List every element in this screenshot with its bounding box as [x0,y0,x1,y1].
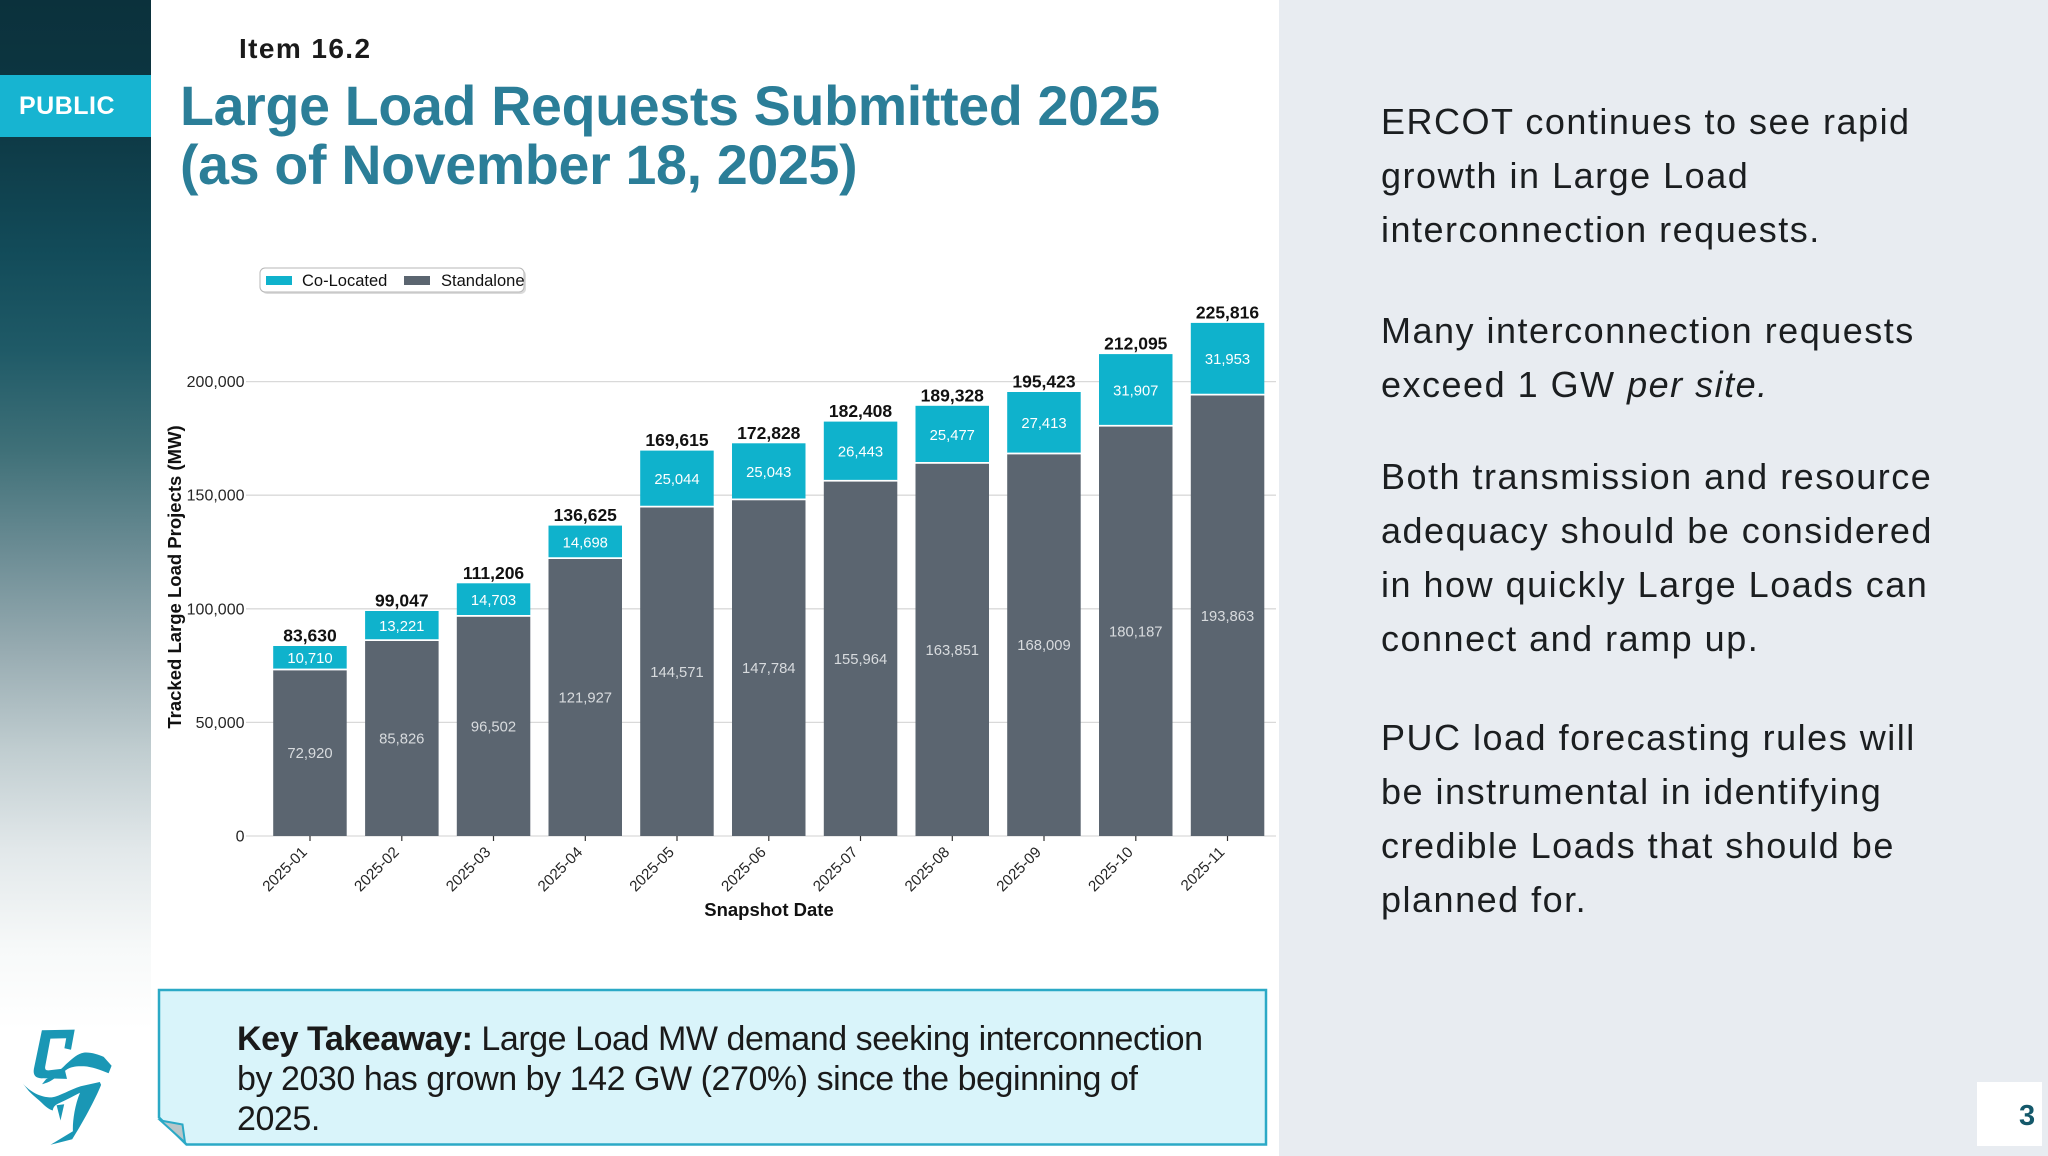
svg-text:14,703: 14,703 [471,593,516,609]
svg-text:189,328: 189,328 [921,385,985,405]
svg-text:2025-08: 2025-08 [902,844,953,895]
svg-text:14,698: 14,698 [563,535,608,551]
svg-text:2025-04: 2025-04 [535,844,586,895]
svg-text:163,851: 163,851 [926,643,980,659]
svg-text:72,920: 72,920 [287,746,332,762]
svg-text:Standalone: Standalone [441,272,525,290]
svg-text:150,000: 150,000 [187,488,245,505]
svg-text:172,828: 172,828 [737,423,801,443]
svg-text:2025-01: 2025-01 [259,844,310,895]
svg-text:169,615: 169,615 [645,430,709,450]
svg-text:147,784: 147,784 [742,661,796,677]
svg-text:2025-06: 2025-06 [718,844,769,895]
svg-text:2025-05: 2025-05 [626,844,677,895]
svg-text:27,413: 27,413 [1021,416,1066,432]
svg-text:212,095: 212,095 [1104,334,1168,354]
svg-text:100,000: 100,000 [187,601,245,618]
svg-text:2025-02: 2025-02 [351,844,402,895]
svg-text:31,907: 31,907 [1113,383,1158,399]
svg-text:111,206: 111,206 [463,563,525,583]
svg-text:13,221: 13,221 [379,619,424,635]
svg-text:10,710: 10,710 [287,651,332,667]
svg-text:25,043: 25,043 [746,465,791,481]
svg-text:144,571: 144,571 [650,665,704,681]
svg-text:25,044: 25,044 [654,472,699,488]
svg-text:2025-03: 2025-03 [443,844,494,895]
svg-text:121,927: 121,927 [559,691,613,707]
svg-text:85,826: 85,826 [379,732,424,748]
svg-text:99,047: 99,047 [375,591,429,611]
svg-text:96,502: 96,502 [471,719,516,735]
svg-text:50,000: 50,000 [196,715,245,732]
svg-text:155,964: 155,964 [834,652,888,668]
svg-text:25,477: 25,477 [930,428,975,444]
svg-text:168,009: 168,009 [1017,638,1071,654]
svg-text:136,625: 136,625 [554,505,618,525]
svg-text:0: 0 [236,829,245,846]
svg-text:2025-09: 2025-09 [993,844,1044,895]
svg-text:2025-11: 2025-11 [1178,844,1229,895]
svg-text:26,443: 26,443 [838,445,883,461]
svg-text:2025-07: 2025-07 [810,844,861,895]
svg-text:Snapshot Date: Snapshot Date [704,899,834,920]
svg-text:Tracked Large Load Projects (M: Tracked Large Load Projects (MW) [164,425,185,728]
svg-text:225,816: 225,816 [1196,302,1260,322]
svg-text:195,423: 195,423 [1012,372,1076,392]
svg-text:83,630: 83,630 [283,626,337,646]
svg-text:2025-10: 2025-10 [1085,844,1136,895]
svg-text:193,863: 193,863 [1201,609,1255,625]
svg-text:180,187: 180,187 [1109,624,1163,640]
svg-text:182,408: 182,408 [829,401,893,421]
svg-text:31,953: 31,953 [1205,352,1250,368]
svg-text:200,000: 200,000 [187,374,245,391]
svg-text:Co-Located: Co-Located [302,272,387,290]
